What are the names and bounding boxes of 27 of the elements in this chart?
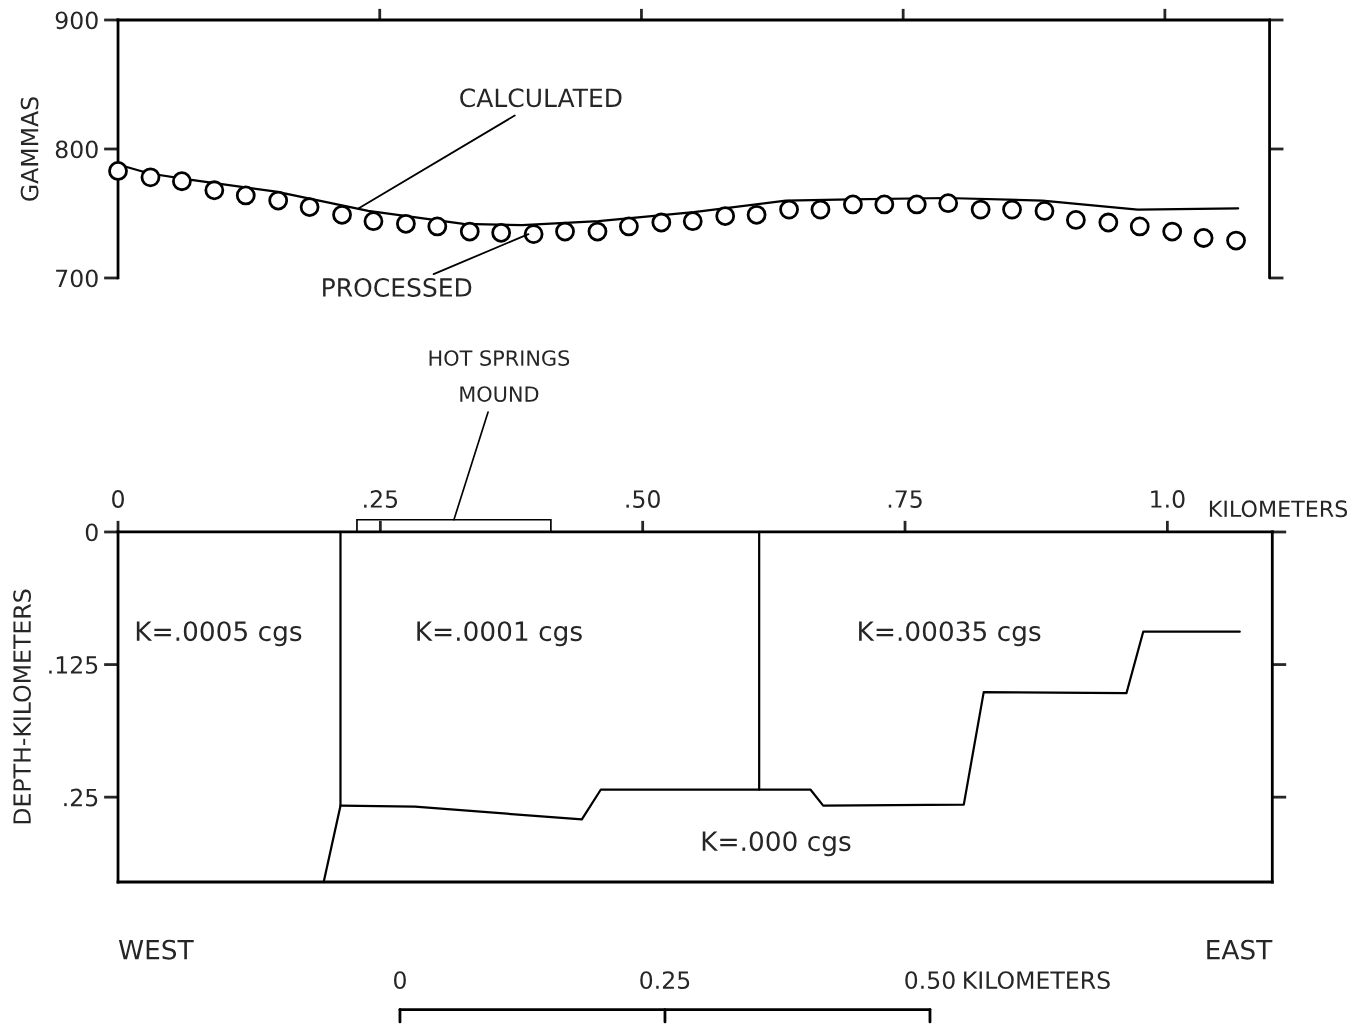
- text: HOT SPRINGS MOUND: [429, 350, 570, 402]
- x-tick-label: .50: [626, 490, 660, 508]
- text: 0.25: [640, 971, 690, 990]
- y-tick-label: .125: [49, 656, 98, 674]
- annotation: K=.0001 cgs: [417, 621, 582, 647]
- y-tick-label: 800: [55, 140, 98, 159]
- text: 0.50: [905, 971, 955, 990]
- annotation: PROCESSED: [323, 278, 472, 297]
- y-tick-label: 0: [85, 523, 98, 542]
- x-tick-label: .25: [364, 490, 398, 508]
- y-axis-title: GAMMAS: [20, 97, 39, 201]
- annotation: K=.00035 cgs: [859, 621, 1041, 647]
- y-tick-label: 900: [55, 11, 98, 30]
- annotation: CALCULATED: [460, 88, 622, 108]
- text: KILOMETERS: [964, 971, 1110, 990]
- y-tick-label: 700: [56, 269, 98, 288]
- text: 0: [394, 971, 406, 990]
- x-axis-title: KILOMETERS: [1209, 500, 1348, 518]
- x-tick-label: .75: [888, 490, 922, 508]
- x-tick-label: 1.0: [1151, 490, 1185, 508]
- text: WEST: [118, 939, 194, 960]
- text: EAST: [1207, 939, 1273, 960]
- annotation: K=.0005 cgs: [136, 621, 302, 647]
- y-tick-label: .25: [64, 788, 98, 807]
- annotation: K=.000 cgs: [702, 831, 851, 857]
- y-axis-title: DEPTH-KILOMETERS: [13, 589, 32, 824]
- x-tick-label: 0: [112, 490, 124, 508]
